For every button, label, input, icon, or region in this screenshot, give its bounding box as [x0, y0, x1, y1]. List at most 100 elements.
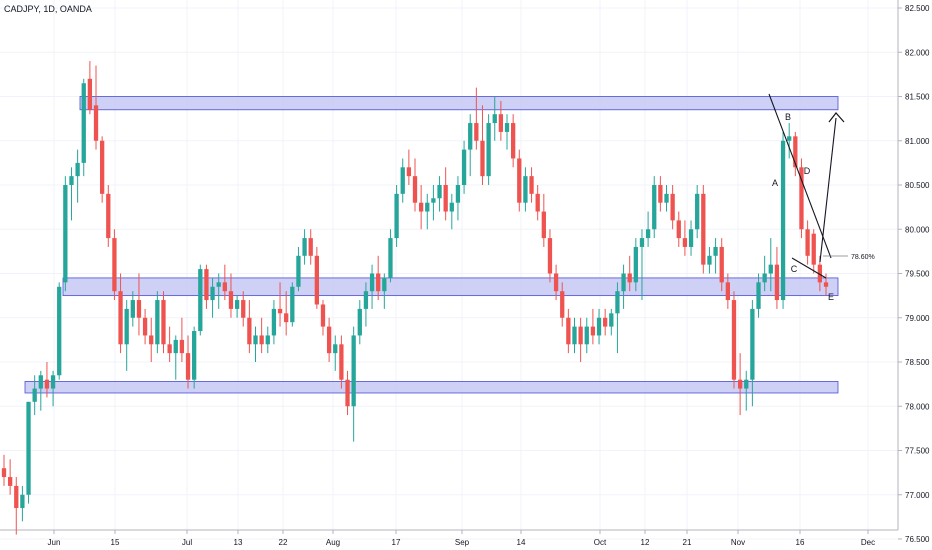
candle-body[interactable]: [179, 339, 185, 354]
candle-body[interactable]: [247, 317, 252, 345]
candle-body[interactable]: [486, 123, 491, 177]
candle-body[interactable]: [124, 308, 129, 345]
candle-body[interactable]: [737, 379, 743, 389]
candle-body[interactable]: [20, 494, 25, 509]
candle-body[interactable]: [547, 238, 553, 274]
candle-body[interactable]: [492, 114, 497, 124]
candle-body[interactable]: [652, 185, 657, 230]
candle-body[interactable]: [333, 344, 338, 354]
candle-body[interactable]: [566, 317, 571, 345]
candle-body[interactable]: [474, 123, 479, 141]
candle-body[interactable]: [130, 300, 135, 318]
candle-body[interactable]: [363, 291, 369, 309]
candle-body[interactable]: [780, 140, 786, 301]
candle-body[interactable]: [345, 379, 350, 407]
candle-body[interactable]: [93, 105, 99, 141]
candle-body[interactable]: [504, 123, 510, 132]
candle-body[interactable]: [1, 468, 7, 478]
candle-body[interactable]: [572, 326, 577, 345]
candle-body[interactable]: [468, 123, 473, 150]
candle-body[interactable]: [265, 335, 270, 345]
candle-body[interactable]: [216, 282, 221, 287]
candle-body[interactable]: [707, 255, 712, 265]
candle-body[interactable]: [425, 202, 430, 212]
candle-body[interactable]: [198, 269, 203, 332]
candle-body[interactable]: [38, 375, 43, 389]
candle-body[interactable]: [339, 344, 344, 380]
candle-body[interactable]: [805, 229, 810, 256]
candle-body[interactable]: [517, 158, 522, 203]
candle-body[interactable]: [603, 317, 608, 327]
candle-body[interactable]: [541, 211, 546, 239]
candle-body[interactable]: [26, 401, 31, 495]
candle-body[interactable]: [50, 375, 56, 389]
candle-body[interactable]: [774, 264, 780, 301]
candle-body[interactable]: [284, 313, 289, 323]
candle-body[interactable]: [750, 308, 755, 380]
candle-body[interactable]: [81, 83, 86, 163]
candle-body[interactable]: [185, 353, 191, 380]
candle-body[interactable]: [633, 246, 638, 283]
candle-body[interactable]: [799, 167, 804, 230]
candle-body[interactable]: [596, 317, 602, 336]
candle-body[interactable]: [259, 335, 264, 345]
candle-body[interactable]: [431, 198, 436, 203]
candle-body[interactable]: [645, 229, 651, 239]
candle-body[interactable]: [326, 326, 332, 354]
candle-body[interactable]: [523, 176, 528, 203]
candle-body[interactable]: [578, 326, 583, 345]
candle-body[interactable]: [320, 304, 326, 327]
candle-body[interactable]: [560, 291, 565, 318]
candle-body[interactable]: [609, 313, 614, 327]
candle-body[interactable]: [210, 286, 215, 301]
candle-body[interactable]: [63, 185, 68, 283]
candle-body[interactable]: [106, 193, 111, 239]
candle-body[interactable]: [664, 193, 669, 203]
candle-body[interactable]: [688, 229, 694, 247]
candle-body[interactable]: [155, 300, 160, 345]
candle-body[interactable]: [418, 202, 424, 212]
candle-body[interactable]: [167, 344, 172, 354]
candle-body[interactable]: [615, 291, 620, 314]
candle-body[interactable]: [253, 335, 258, 345]
candle-body[interactable]: [731, 300, 737, 380]
candle-body[interactable]: [529, 176, 534, 194]
candle-body[interactable]: [658, 185, 663, 203]
candle-body[interactable]: [382, 277, 387, 292]
candle-body[interactable]: [314, 255, 319, 305]
candle-body[interactable]: [590, 326, 596, 336]
candle-body[interactable]: [376, 273, 381, 292]
candle-body[interactable]: [553, 273, 559, 292]
candle-body[interactable]: [719, 246, 724, 283]
support-resistance-zone[interactable]: [79, 96, 839, 111]
candle-body[interactable]: [744, 379, 749, 389]
candle-body[interactable]: [7, 477, 13, 486]
support-resistance-zone[interactable]: [62, 277, 839, 297]
candle-body[interactable]: [713, 246, 718, 256]
candle-body[interactable]: [234, 300, 240, 309]
candle-body[interactable]: [32, 388, 37, 402]
candle-body[interactable]: [498, 114, 504, 132]
candle-body[interactable]: [44, 379, 50, 389]
candle-body[interactable]: [400, 167, 405, 194]
candle-body[interactable]: [455, 185, 461, 203]
candle-body[interactable]: [388, 238, 393, 278]
candle-body[interactable]: [756, 282, 761, 309]
candle-body[interactable]: [87, 78, 93, 110]
candle-body[interactable]: [277, 308, 283, 314]
support-resistance-zone[interactable]: [24, 381, 839, 394]
candle-body[interactable]: [351, 335, 356, 407]
candle-body[interactable]: [296, 255, 301, 287]
candle-body[interactable]: [142, 317, 148, 336]
candle-body[interactable]: [682, 238, 688, 247]
candle-body[interactable]: [369, 273, 375, 292]
candle-body[interactable]: [57, 286, 62, 376]
candle-body[interactable]: [412, 176, 418, 203]
candle-body[interactable]: [118, 291, 123, 345]
candle-body[interactable]: [639, 238, 645, 247]
candle-body[interactable]: [511, 123, 516, 159]
candle-body[interactable]: [173, 339, 178, 354]
candle-body[interactable]: [302, 238, 307, 256]
candle-body[interactable]: [449, 202, 454, 212]
